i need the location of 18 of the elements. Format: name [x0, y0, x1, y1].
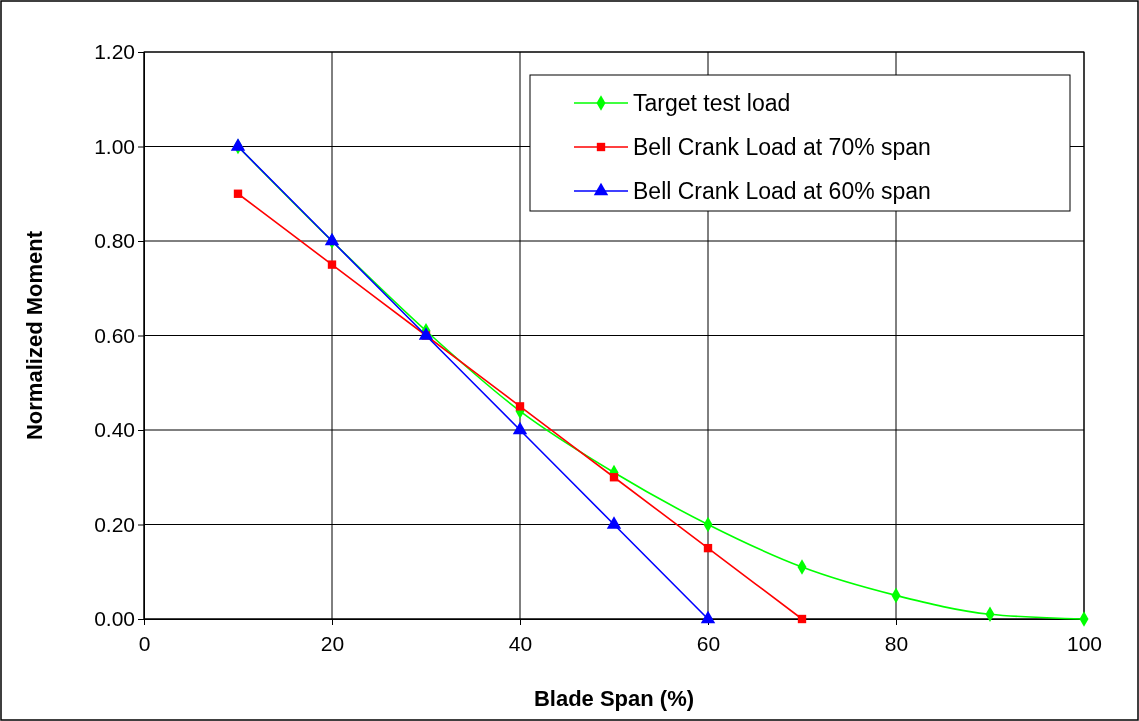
legend-label: Bell Crank Load at 70% span [633, 134, 931, 160]
x-axis-title: Blade Span (%) [533, 686, 695, 711]
y-tick-label: 0.40 [94, 418, 135, 442]
legend-label: Target test load [633, 90, 791, 116]
x-tick-label: 40 [508, 632, 533, 656]
y-tick-label: 0.20 [94, 512, 135, 536]
x-tick-label: 80 [884, 632, 909, 656]
x-tick-label: 100 [1066, 632, 1103, 656]
y-tick-label: 1.20 [94, 40, 135, 64]
y-tick-label: 0.00 [94, 607, 135, 631]
x-tick-label: 20 [320, 632, 345, 656]
y-tick-label: 0.80 [94, 229, 135, 253]
x-tick-label: 0 [138, 632, 151, 656]
y-tick-label: 0.60 [94, 323, 135, 347]
y-axis-title: Normalized Moment [22, 230, 47, 441]
x-tick-label: 60 [696, 632, 721, 656]
legend-label: Bell Crank Load at 60% span [633, 178, 931, 204]
y-tick-label: 1.00 [94, 134, 135, 158]
